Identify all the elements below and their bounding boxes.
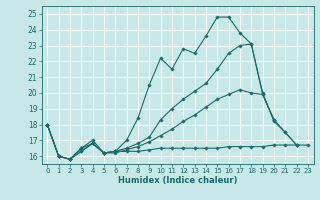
X-axis label: Humidex (Indice chaleur): Humidex (Indice chaleur)	[118, 176, 237, 185]
